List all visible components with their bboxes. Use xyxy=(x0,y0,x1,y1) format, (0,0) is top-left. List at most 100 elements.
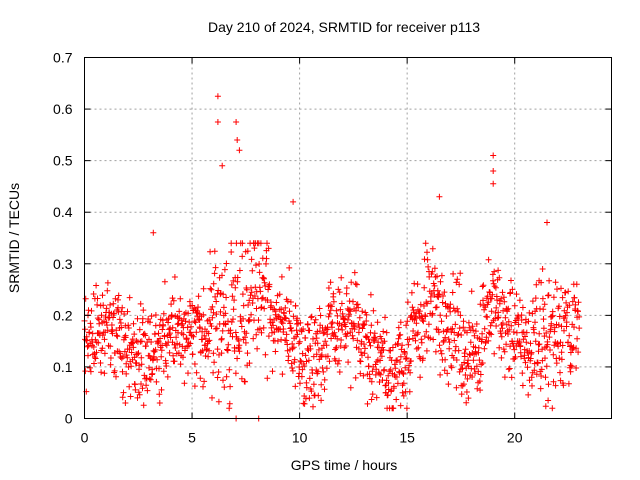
data-point xyxy=(473,321,480,327)
data-point xyxy=(575,308,581,315)
data-point xyxy=(513,329,520,336)
data-point xyxy=(125,322,132,329)
data-point xyxy=(132,381,138,388)
data-point xyxy=(479,330,486,337)
data-point xyxy=(139,385,146,392)
data-point xyxy=(244,350,251,357)
data-point xyxy=(362,345,368,352)
data-point xyxy=(560,382,567,389)
data-point xyxy=(490,277,496,284)
data-point xyxy=(472,370,478,377)
data-point xyxy=(425,321,432,328)
data-point xyxy=(328,303,335,310)
data-point xyxy=(545,397,552,404)
data-point xyxy=(253,331,260,338)
data-point xyxy=(181,380,188,387)
data-point xyxy=(292,383,299,390)
data-point xyxy=(187,329,194,336)
y-tick-label: 0.3 xyxy=(53,256,73,272)
data-point xyxy=(384,392,391,399)
data-point xyxy=(200,285,207,292)
data-point xyxy=(427,335,434,342)
data-point xyxy=(556,313,563,320)
data-point xyxy=(273,299,280,306)
data-point xyxy=(536,341,543,348)
data-point xyxy=(347,384,354,391)
data-point xyxy=(389,344,396,351)
data-point xyxy=(437,278,444,285)
data-point xyxy=(349,332,356,339)
data-point xyxy=(540,325,547,332)
data-point xyxy=(385,380,392,386)
data-point xyxy=(224,346,231,353)
data-point xyxy=(136,391,143,398)
data-point xyxy=(518,353,524,360)
data-point xyxy=(546,334,553,341)
data-point xyxy=(339,326,346,333)
data-point xyxy=(290,313,297,320)
data-point xyxy=(380,347,387,353)
data-point xyxy=(307,345,314,352)
data-point xyxy=(456,325,463,332)
data-point xyxy=(359,308,366,315)
data-point xyxy=(232,370,239,377)
data-point xyxy=(498,333,505,340)
data-point xyxy=(557,339,564,346)
data-point xyxy=(148,313,155,320)
data-point xyxy=(265,245,272,252)
data-point xyxy=(310,335,316,342)
data-point xyxy=(228,240,235,247)
data-point xyxy=(94,315,101,322)
data-point xyxy=(264,375,271,382)
data-point xyxy=(208,323,215,330)
data-point xyxy=(100,302,107,309)
data-point xyxy=(113,373,119,380)
data-point xyxy=(523,329,530,336)
data-point xyxy=(509,286,516,293)
data-point xyxy=(86,329,93,336)
data-point xyxy=(334,335,341,342)
data-point xyxy=(357,358,364,365)
data-point xyxy=(182,318,189,325)
data-point xyxy=(423,347,430,354)
data-point xyxy=(559,294,566,301)
data-point xyxy=(469,323,476,330)
data-point xyxy=(315,368,321,375)
data-point xyxy=(206,316,213,323)
data-point xyxy=(421,303,427,309)
data-point xyxy=(120,389,127,396)
data-point xyxy=(318,397,325,404)
data-point xyxy=(123,352,130,359)
data-point xyxy=(222,321,229,328)
data-point xyxy=(234,137,241,143)
data-point xyxy=(545,381,552,388)
data-point xyxy=(361,341,367,348)
data-point xyxy=(490,180,497,187)
data-point xyxy=(537,385,544,392)
data-point xyxy=(136,326,143,333)
data-point xyxy=(292,302,299,309)
data-point xyxy=(456,368,463,375)
data-point xyxy=(525,391,532,398)
data-point xyxy=(550,351,557,358)
data-point xyxy=(180,354,186,361)
data-point xyxy=(321,386,328,393)
data-point xyxy=(114,333,121,340)
data-point xyxy=(101,350,108,357)
data-point xyxy=(317,312,324,319)
data-point xyxy=(124,308,131,315)
data-point xyxy=(303,384,310,391)
data-point xyxy=(355,304,362,311)
data-point xyxy=(488,295,495,302)
data-point xyxy=(483,334,490,341)
data-point xyxy=(272,348,279,355)
data-point xyxy=(491,350,498,357)
data-point xyxy=(367,342,374,349)
data-point xyxy=(276,291,283,298)
data-point xyxy=(107,355,114,361)
data-point xyxy=(490,152,497,159)
data-point xyxy=(229,293,236,300)
data-point xyxy=(526,309,533,316)
data-point xyxy=(137,338,144,345)
data-point xyxy=(326,358,333,365)
